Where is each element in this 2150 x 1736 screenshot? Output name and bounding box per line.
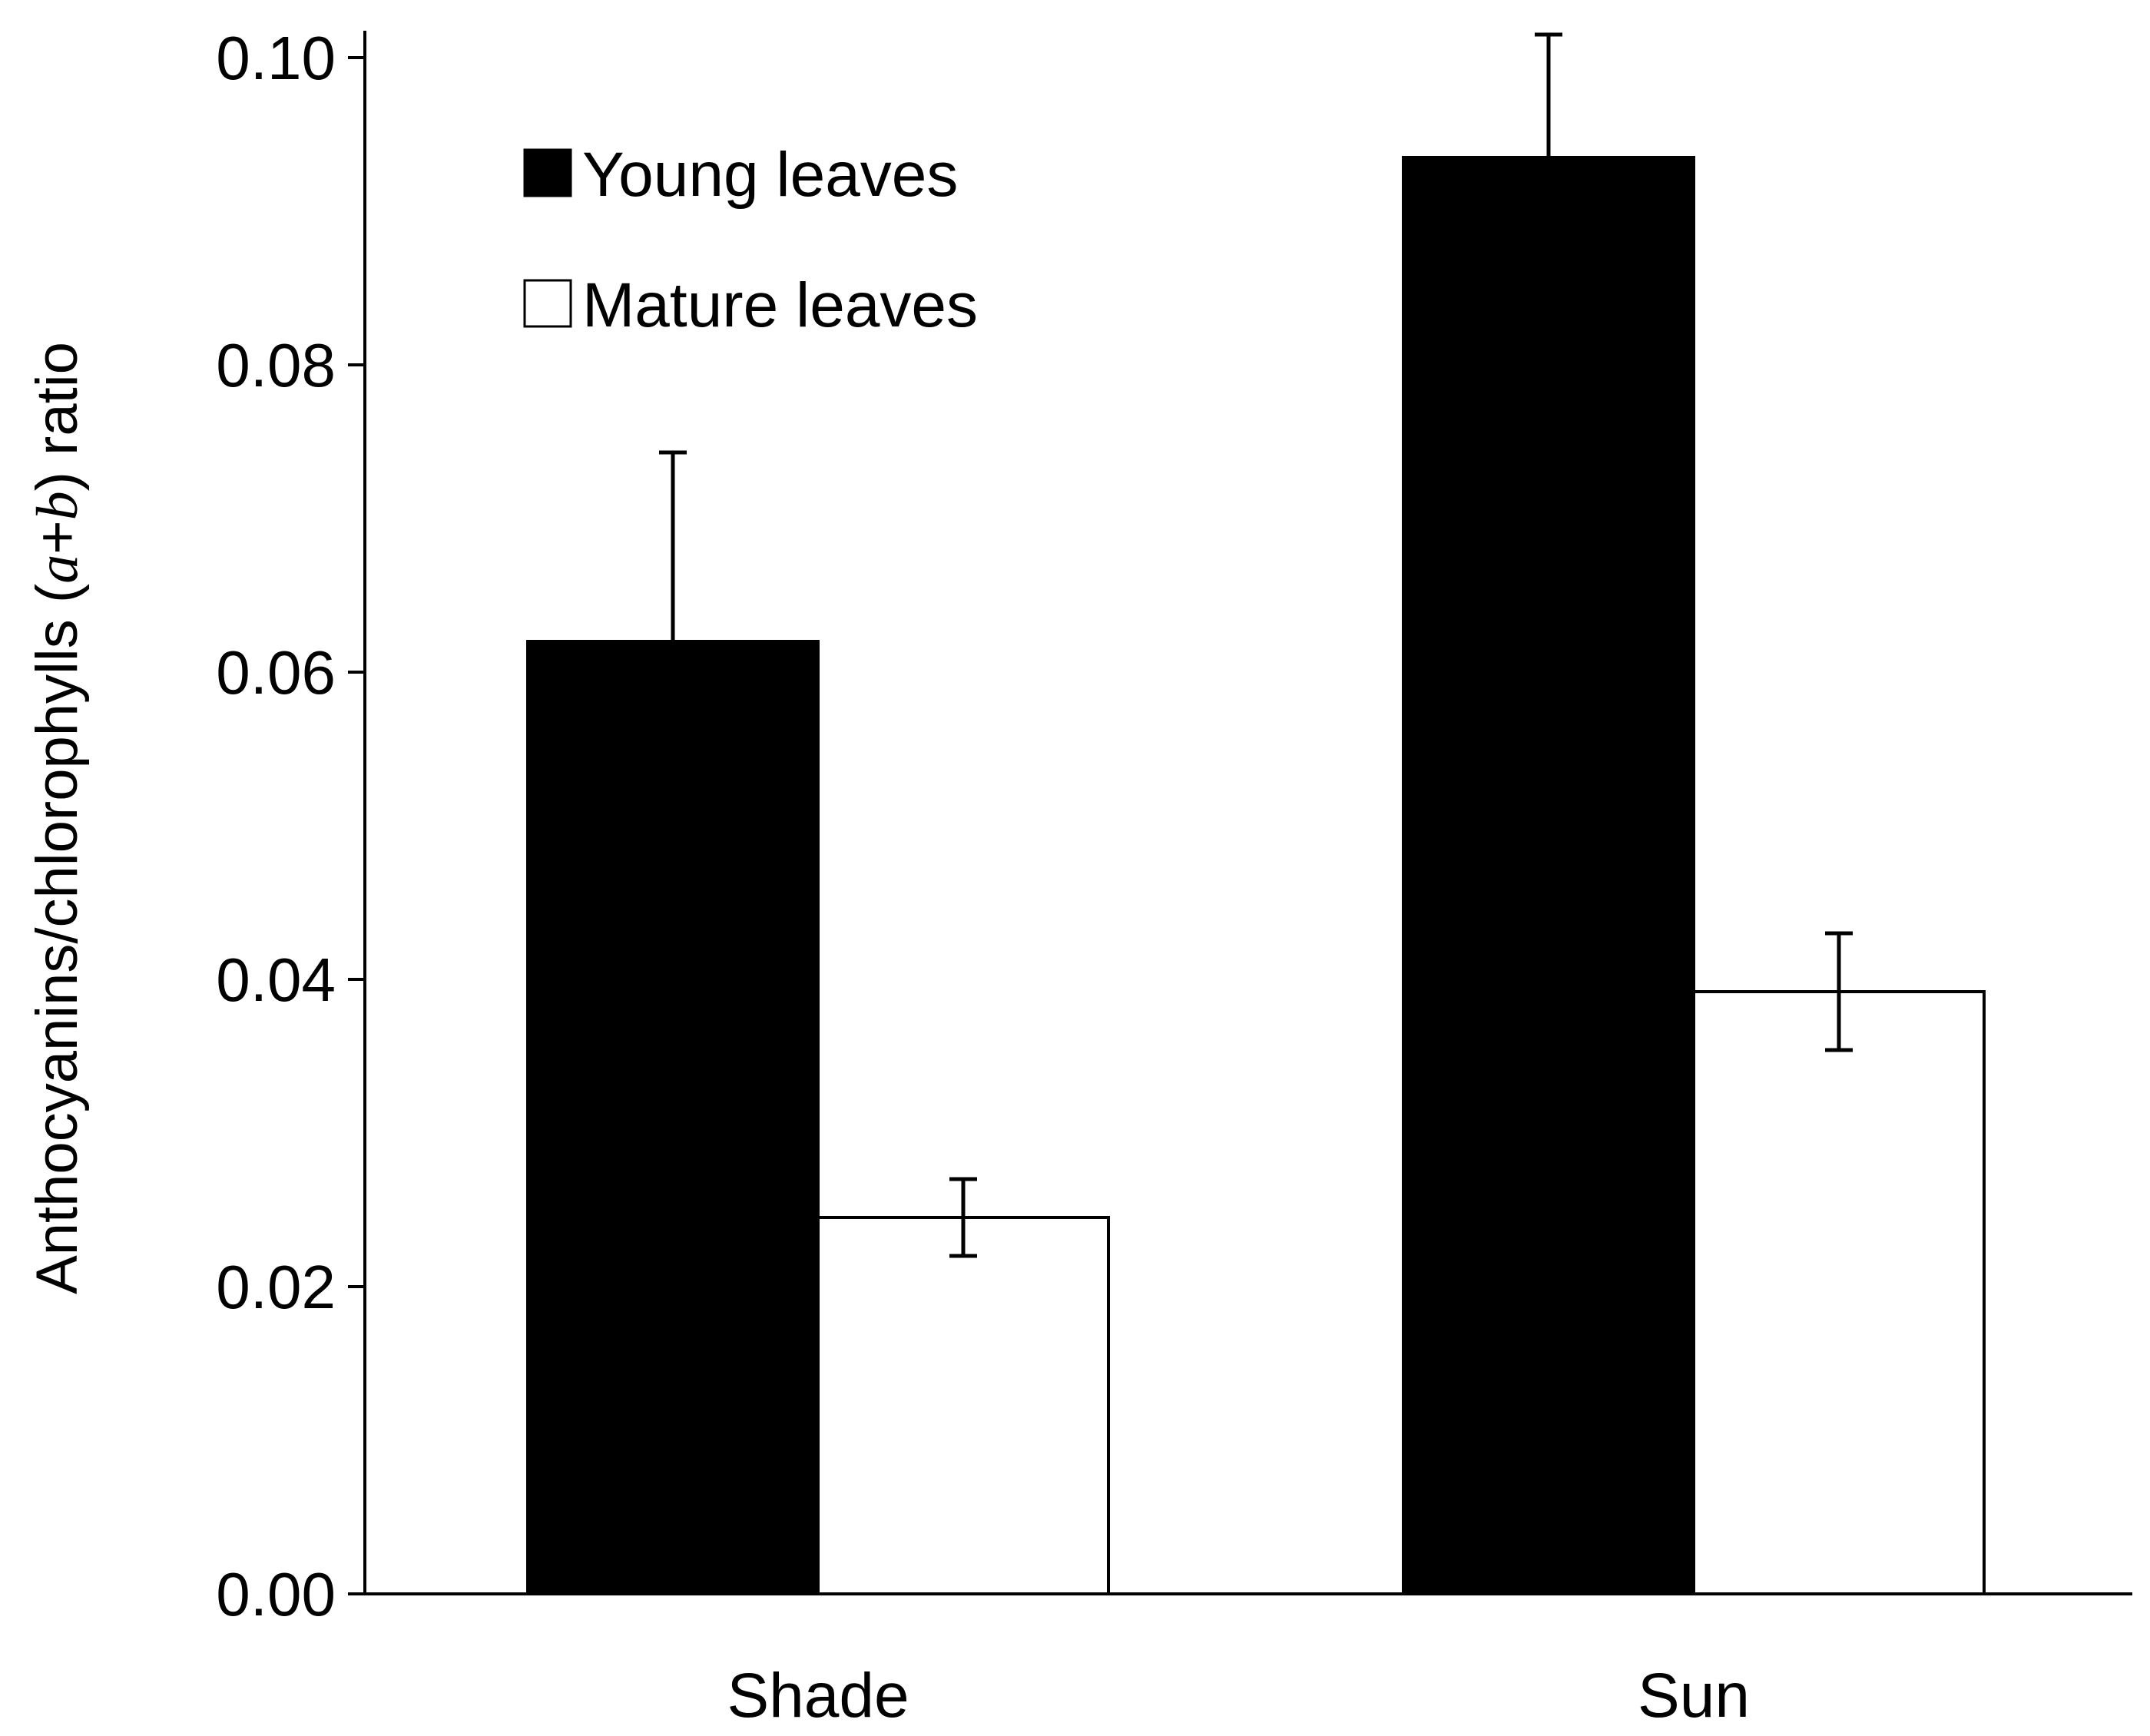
plot-area: 0.00 0.02 0.04 0.06 0.08 0.10 Shade Sun [216,24,2132,1731]
y-axis-title-pre: Anthocyanins/chlorophylls ( [25,584,90,1294]
y-tick-label: 0.06 [216,638,336,707]
x-category-label: Sun [1638,1661,1750,1731]
y-axis-title-plus: + [25,520,90,554]
y-axis-title-a: a [25,555,90,584]
legend-swatch-young [523,148,572,197]
y-axis-title-post: ) ratio [25,342,90,491]
legend-label-young: Young leaves [582,140,958,210]
y-axis-title-b: b [25,491,90,520]
legend-label-mature: Mature leaves [582,270,978,340]
bar-mature-leaves-sun [1692,990,1986,1595]
y-tick-label: 0.00 [216,1560,336,1628]
bar-young-leaves-sun [1402,156,1695,1595]
legend: Young leaves Mature leaves [523,140,978,340]
y-axis-title: Anthocyanins/chlorophylls (a+b) ratio [25,342,90,1294]
legend-swatch-mature [523,279,572,328]
bar-mature-leaves-shade [817,1216,1110,1595]
y-tick-label: 0.08 [216,331,336,399]
bar-young-leaves-shade [526,640,820,1595]
y-tick-label: 0.04 [216,946,336,1014]
y-tick-label: 0.02 [216,1253,336,1321]
x-category-label: Shade [727,1661,909,1731]
y-tick-label: 0.10 [216,24,336,92]
